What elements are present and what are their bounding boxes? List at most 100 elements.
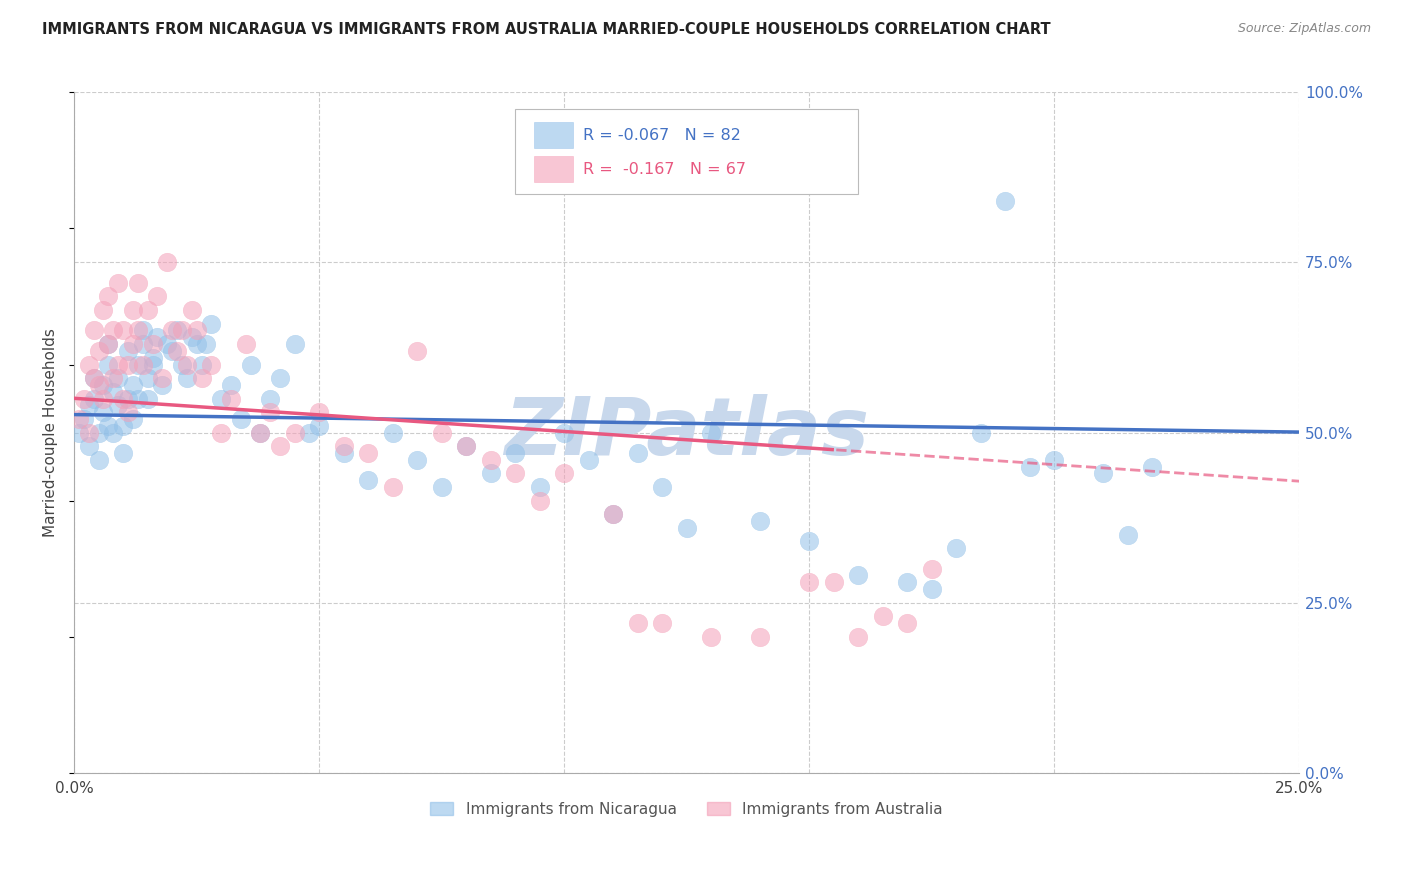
Point bbox=[186, 324, 208, 338]
Point bbox=[107, 358, 129, 372]
Point bbox=[1092, 467, 1115, 481]
Point bbox=[117, 343, 139, 358]
Point bbox=[1043, 452, 1066, 467]
Point bbox=[103, 324, 125, 338]
Point bbox=[308, 405, 330, 419]
Point bbox=[945, 541, 967, 556]
Point bbox=[93, 392, 115, 406]
Point bbox=[146, 330, 169, 344]
Point bbox=[136, 371, 159, 385]
Point bbox=[141, 351, 163, 365]
Point bbox=[823, 575, 845, 590]
Point bbox=[406, 343, 429, 358]
Point bbox=[332, 446, 354, 460]
Point bbox=[627, 615, 650, 630]
Point bbox=[430, 425, 453, 440]
Point bbox=[176, 371, 198, 385]
Point bbox=[529, 493, 551, 508]
Point bbox=[77, 398, 100, 412]
Point bbox=[117, 405, 139, 419]
Point bbox=[156, 337, 179, 351]
Point bbox=[406, 452, 429, 467]
Point bbox=[700, 630, 723, 644]
Point bbox=[67, 425, 90, 440]
FancyBboxPatch shape bbox=[533, 155, 572, 182]
Point bbox=[1142, 459, 1164, 474]
FancyBboxPatch shape bbox=[515, 110, 858, 194]
Point bbox=[93, 405, 115, 419]
Y-axis label: Married-couple Households: Married-couple Households bbox=[44, 328, 58, 537]
Point bbox=[97, 358, 120, 372]
Point bbox=[127, 324, 149, 338]
Point bbox=[141, 337, 163, 351]
Point bbox=[921, 561, 943, 575]
Point bbox=[77, 439, 100, 453]
Point bbox=[180, 330, 202, 344]
Point bbox=[846, 630, 869, 644]
Point bbox=[479, 452, 502, 467]
Point bbox=[456, 439, 478, 453]
Point bbox=[381, 480, 404, 494]
Point bbox=[122, 303, 145, 318]
Point bbox=[127, 358, 149, 372]
Point bbox=[136, 392, 159, 406]
Point bbox=[122, 337, 145, 351]
Point bbox=[602, 507, 624, 521]
Point bbox=[553, 467, 575, 481]
Point bbox=[103, 371, 125, 385]
Point bbox=[479, 467, 502, 481]
Point bbox=[651, 615, 673, 630]
Point bbox=[166, 343, 188, 358]
Point bbox=[117, 358, 139, 372]
Point bbox=[112, 446, 135, 460]
Point bbox=[195, 337, 218, 351]
Point bbox=[456, 439, 478, 453]
Point bbox=[112, 392, 135, 406]
FancyBboxPatch shape bbox=[533, 121, 572, 148]
Point bbox=[799, 575, 821, 590]
Point bbox=[209, 392, 232, 406]
Point bbox=[308, 418, 330, 433]
Point bbox=[97, 337, 120, 351]
Point bbox=[553, 425, 575, 440]
Point bbox=[284, 337, 307, 351]
Point bbox=[117, 392, 139, 406]
Point bbox=[112, 324, 135, 338]
Text: R = -0.067   N = 82: R = -0.067 N = 82 bbox=[582, 128, 741, 143]
Point bbox=[83, 371, 105, 385]
Point bbox=[83, 371, 105, 385]
Point bbox=[73, 392, 96, 406]
Point bbox=[122, 412, 145, 426]
Point bbox=[150, 371, 173, 385]
Point bbox=[994, 194, 1017, 209]
Text: Source: ZipAtlas.com: Source: ZipAtlas.com bbox=[1237, 22, 1371, 36]
Point bbox=[219, 392, 242, 406]
Point bbox=[259, 405, 281, 419]
Point bbox=[67, 412, 90, 426]
Point bbox=[156, 255, 179, 269]
Point bbox=[131, 337, 153, 351]
Point bbox=[896, 575, 918, 590]
Point bbox=[107, 398, 129, 412]
Point bbox=[93, 303, 115, 318]
Point bbox=[229, 412, 252, 426]
Point bbox=[602, 507, 624, 521]
Point bbox=[83, 392, 105, 406]
Point bbox=[150, 378, 173, 392]
Point bbox=[381, 425, 404, 440]
Point bbox=[160, 343, 183, 358]
Point bbox=[921, 582, 943, 596]
Point bbox=[170, 324, 193, 338]
Point bbox=[136, 303, 159, 318]
Point bbox=[77, 425, 100, 440]
Point bbox=[190, 358, 212, 372]
Point bbox=[357, 473, 380, 487]
Point bbox=[83, 324, 105, 338]
Point bbox=[529, 480, 551, 494]
Point bbox=[651, 480, 673, 494]
Point bbox=[430, 480, 453, 494]
Point bbox=[249, 425, 271, 440]
Point bbox=[127, 392, 149, 406]
Point bbox=[190, 371, 212, 385]
Point bbox=[87, 452, 110, 467]
